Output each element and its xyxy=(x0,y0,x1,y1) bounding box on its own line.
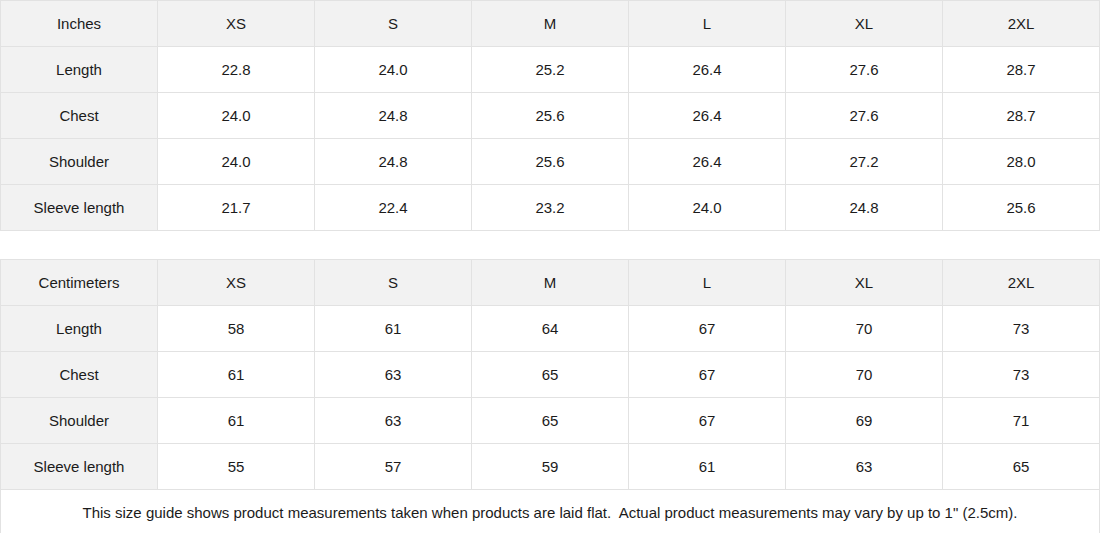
size-column-header: L xyxy=(629,1,786,47)
row-label: Length xyxy=(1,47,158,93)
measurement-cell: 24.0 xyxy=(158,93,315,139)
measurement-cell: 61 xyxy=(158,398,315,444)
measurement-cell: 22.8 xyxy=(158,47,315,93)
measurement-cell: 61 xyxy=(629,444,786,490)
measurement-cell: 73 xyxy=(943,352,1100,398)
measurement-cell: 22.4 xyxy=(315,185,472,231)
size-column-header: XL xyxy=(786,1,943,47)
size-column-header: S xyxy=(315,260,472,306)
size-column-header: M xyxy=(472,260,629,306)
measurement-cell: 25.2 xyxy=(472,47,629,93)
size-column-header: S xyxy=(315,1,472,47)
measurement-cell: 27.6 xyxy=(786,93,943,139)
size-table-centimeters: Centimeters XS S M L XL 2XL Length 58 61… xyxy=(0,259,1100,490)
measurement-cell: 63 xyxy=(786,444,943,490)
measurement-cell: 25.6 xyxy=(472,93,629,139)
measurement-cell: 71 xyxy=(943,398,1100,444)
measurement-cell: 57 xyxy=(315,444,472,490)
measurement-cell: 24.0 xyxy=(158,139,315,185)
table-row: Length 22.8 24.0 25.2 26.4 27.6 28.7 xyxy=(1,47,1100,93)
measurement-cell: 27.6 xyxy=(786,47,943,93)
measurement-cell: 70 xyxy=(786,306,943,352)
table-header-row: Centimeters XS S M L XL 2XL xyxy=(1,260,1100,306)
row-label: Sleeve length xyxy=(1,444,158,490)
measurement-cell: 58 xyxy=(158,306,315,352)
measurement-cell: 64 xyxy=(472,306,629,352)
measurement-cell: 63 xyxy=(315,352,472,398)
measurement-cell: 70 xyxy=(786,352,943,398)
measurement-cell: 55 xyxy=(158,444,315,490)
table-row: Sleeve length 21.7 22.4 23.2 24.0 24.8 2… xyxy=(1,185,1100,231)
row-label: Chest xyxy=(1,352,158,398)
table-row: Length 58 61 64 67 70 73 xyxy=(1,306,1100,352)
measurement-cell: 27.2 xyxy=(786,139,943,185)
measurement-cell: 24.8 xyxy=(315,93,472,139)
measurement-cell: 28.7 xyxy=(943,47,1100,93)
table-spacer xyxy=(0,231,1100,259)
measurement-cell: 69 xyxy=(786,398,943,444)
measurement-cell: 24.0 xyxy=(629,185,786,231)
measurement-cell: 73 xyxy=(943,306,1100,352)
measurement-cell: 61 xyxy=(158,352,315,398)
measurement-cell: 24.0 xyxy=(315,47,472,93)
size-column-header: L xyxy=(629,260,786,306)
measurement-cell: 67 xyxy=(629,352,786,398)
row-label: Shoulder xyxy=(1,398,158,444)
size-column-header: XS xyxy=(158,1,315,47)
measurement-cell: 65 xyxy=(472,398,629,444)
measurement-cell: 65 xyxy=(472,352,629,398)
size-guide: Inches XS S M L XL 2XL Length 22.8 24.0 … xyxy=(0,0,1100,533)
measurement-cell: 25.6 xyxy=(472,139,629,185)
table-row: Chest 61 63 65 67 70 73 xyxy=(1,352,1100,398)
table-row: Chest 24.0 24.8 25.6 26.4 27.6 28.7 xyxy=(1,93,1100,139)
table-row: Shoulder 61 63 65 67 69 71 xyxy=(1,398,1100,444)
measurement-cell: 67 xyxy=(629,398,786,444)
measurement-cell: 28.7 xyxy=(943,93,1100,139)
size-guide-footnote: This size guide shows product measuremen… xyxy=(0,490,1100,533)
size-table-inches: Inches XS S M L XL 2XL Length 22.8 24.0 … xyxy=(0,0,1100,231)
measurement-cell: 26.4 xyxy=(629,139,786,185)
table-header-row: Inches XS S M L XL 2XL xyxy=(1,1,1100,47)
measurement-cell: 23.2 xyxy=(472,185,629,231)
row-label: Length xyxy=(1,306,158,352)
measurement-cell: 61 xyxy=(315,306,472,352)
row-label: Shoulder xyxy=(1,139,158,185)
measurement-cell: 65 xyxy=(943,444,1100,490)
measurement-cell: 63 xyxy=(315,398,472,444)
size-column-header: 2XL xyxy=(943,1,1100,47)
measurement-cell: 28.0 xyxy=(943,139,1100,185)
measurement-cell: 67 xyxy=(629,306,786,352)
measurement-cell: 24.8 xyxy=(315,139,472,185)
size-column-header: XS xyxy=(158,260,315,306)
measurement-cell: 26.4 xyxy=(629,47,786,93)
table-row: Sleeve length 55 57 59 61 63 65 xyxy=(1,444,1100,490)
size-column-header: XL xyxy=(786,260,943,306)
unit-label: Centimeters xyxy=(1,260,158,306)
size-column-header: 2XL xyxy=(943,260,1100,306)
measurement-cell: 21.7 xyxy=(158,185,315,231)
measurement-cell: 24.8 xyxy=(786,185,943,231)
size-column-header: M xyxy=(472,1,629,47)
unit-label: Inches xyxy=(1,1,158,47)
table-row: Shoulder 24.0 24.8 25.6 26.4 27.2 28.0 xyxy=(1,139,1100,185)
measurement-cell: 26.4 xyxy=(629,93,786,139)
row-label: Chest xyxy=(1,93,158,139)
row-label: Sleeve length xyxy=(1,185,158,231)
measurement-cell: 25.6 xyxy=(943,185,1100,231)
measurement-cell: 59 xyxy=(472,444,629,490)
